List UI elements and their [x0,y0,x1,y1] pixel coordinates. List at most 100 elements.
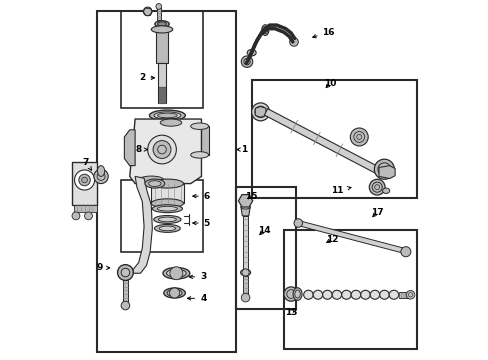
Ellipse shape [155,21,169,27]
Bar [121,12,203,108]
Ellipse shape [190,152,208,158]
Ellipse shape [153,216,181,224]
Text: 10: 10 [324,79,336,88]
Text: 14: 14 [257,226,270,235]
Circle shape [97,172,105,180]
Circle shape [244,58,250,65]
Text: 17: 17 [370,208,383,217]
Ellipse shape [144,179,164,188]
Bar [243,276,247,295]
Circle shape [147,135,176,164]
Circle shape [289,38,298,46]
Ellipse shape [163,288,185,298]
Ellipse shape [247,49,256,56]
Circle shape [169,267,183,280]
Ellipse shape [157,22,166,26]
Ellipse shape [167,289,182,297]
Ellipse shape [350,290,360,299]
Circle shape [406,291,414,299]
Ellipse shape [303,290,312,299]
Ellipse shape [341,290,350,299]
Circle shape [241,293,249,302]
Circle shape [121,268,129,277]
Text: 5: 5 [192,219,209,228]
Bar [123,280,128,302]
Circle shape [284,287,298,301]
Bar [121,180,203,252]
Text: 1: 1 [237,145,247,154]
Circle shape [400,247,410,257]
Circle shape [153,140,171,158]
Bar [97,12,235,352]
Ellipse shape [166,269,186,277]
Circle shape [94,169,108,184]
Bar [190,126,208,155]
Ellipse shape [160,119,182,126]
Circle shape [407,293,412,297]
Ellipse shape [379,290,388,299]
Ellipse shape [240,269,250,276]
Ellipse shape [154,225,180,232]
Circle shape [377,163,390,176]
Text: 8: 8 [135,145,147,154]
Polygon shape [255,107,265,117]
Circle shape [84,212,92,220]
Bar [158,63,165,87]
Circle shape [293,219,302,227]
Ellipse shape [139,176,163,184]
Ellipse shape [382,188,389,193]
Ellipse shape [292,288,302,300]
Ellipse shape [152,205,182,213]
Bar [156,8,161,21]
Text: 2: 2 [139,73,154,82]
Bar [156,30,167,63]
Circle shape [242,269,249,276]
Bar [398,292,408,298]
Text: 12: 12 [325,235,338,244]
Ellipse shape [294,290,300,298]
Polygon shape [297,221,407,254]
Text: 16: 16 [312,28,334,38]
Polygon shape [124,130,135,166]
Ellipse shape [157,113,177,118]
Bar [243,216,247,270]
Circle shape [241,197,249,205]
Text: 9: 9 [96,264,109,273]
Ellipse shape [241,205,250,209]
Circle shape [371,182,382,192]
Circle shape [368,179,384,195]
Circle shape [254,106,266,118]
Ellipse shape [360,290,369,299]
Ellipse shape [151,26,172,33]
Text: 7: 7 [82,158,91,170]
Ellipse shape [312,290,322,299]
Polygon shape [378,166,394,179]
Bar [235,187,296,309]
Polygon shape [241,207,250,216]
Circle shape [121,301,129,310]
Polygon shape [264,109,380,174]
Ellipse shape [322,290,331,299]
Polygon shape [129,119,201,184]
Circle shape [241,56,252,67]
Bar [74,205,97,212]
Ellipse shape [151,179,183,188]
Polygon shape [124,176,152,273]
Circle shape [156,4,162,9]
Ellipse shape [163,267,189,279]
Bar [251,80,416,198]
Text: 3: 3 [189,272,206,281]
Ellipse shape [388,290,398,299]
Ellipse shape [369,290,379,299]
Ellipse shape [154,112,181,119]
Ellipse shape [331,290,341,299]
Ellipse shape [159,226,175,231]
Circle shape [74,170,94,190]
Circle shape [79,174,90,186]
Bar [284,230,416,348]
Circle shape [169,288,179,298]
Circle shape [158,145,166,154]
Text: 6: 6 [192,192,209,201]
Ellipse shape [157,206,177,211]
Ellipse shape [148,181,161,186]
